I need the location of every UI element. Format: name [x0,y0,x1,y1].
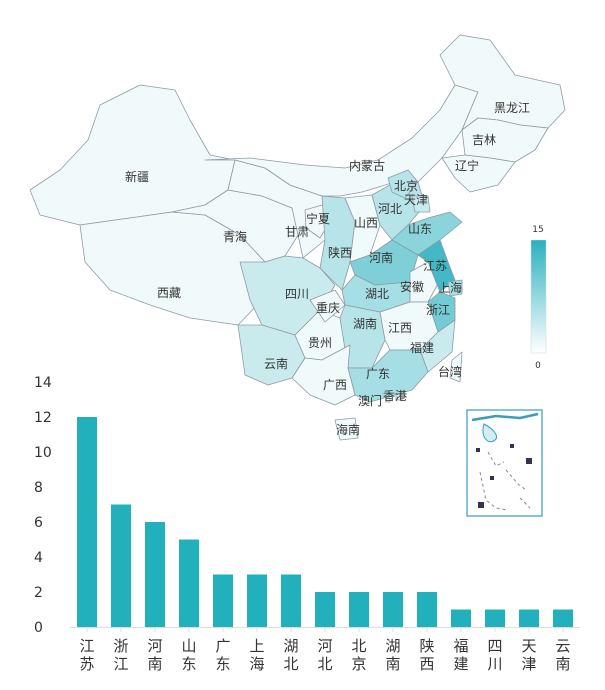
province-label-山西: 山西 [354,216,378,230]
y-tick-label: 14 [34,375,52,391]
province-广东 [347,349,429,403]
bar-chart: 0 2 4 6 8 10 12 14 江苏浙江河南山东广东上海湖北河北北京湖南陕西福建四川天津云… [34,375,580,673]
bar-湖南 [383,592,403,627]
visual-map-legend: 15 0 [530,225,547,371]
x-tick-label: 福建 [453,637,468,673]
province-海南 [334,417,359,441]
province-label-江苏: 江苏 [423,259,447,273]
province-label-香港: 香港 [383,389,407,403]
bar-浙江 [111,504,131,627]
province-四川 [239,255,336,336]
x-tick-label: 广东 [215,637,230,673]
province-label-山东: 山东 [408,222,432,236]
province-北京 [387,169,419,199]
province-label-吉林: 吉林 [472,133,496,147]
province-label-广西: 广西 [323,378,347,392]
bar-天津 [519,609,539,627]
province-label-四川: 四川 [285,287,309,301]
province-label-湖北: 湖北 [365,286,389,301]
south-china-sea-inset [466,409,543,517]
x-tick-label: 湖南 [385,637,400,673]
x-tick-label: 河南 [147,637,162,673]
province-label-浙江: 浙江 [426,303,450,317]
province-label-甘肃: 甘肃 [285,225,309,239]
x-tick-label: 江苏 [79,637,94,673]
province-台湾 [449,351,463,383]
province-label-河南: 河南 [369,250,393,265]
x-tick-label: 浙江 [113,637,128,673]
province-label-贵州: 贵州 [308,336,332,350]
province-label-河北: 河北 [378,202,402,216]
province-label-台湾: 台湾 [438,364,462,379]
province-label-宁夏: 宁夏 [306,211,330,226]
bar-山东 [179,539,199,627]
province-label-陕西: 陕西 [328,245,352,260]
bar-北京 [349,592,369,627]
province-广西 [291,344,356,406]
province-label-内蒙古: 内蒙古 [349,158,385,173]
province-澳门 [385,397,391,403]
x-tick-label: 四川 [487,637,502,673]
y-tick-label: 4 [34,550,43,566]
province-label-湖南: 湖南 [353,316,377,331]
province-新疆 [29,84,236,226]
province-label-天津: 天津 [404,193,428,207]
x-tick-label: 湖北 [283,637,298,673]
bar-河南 [145,522,165,627]
bar-福建 [451,609,471,627]
province-label-广东: 广东 [366,367,390,381]
province-label-上海: 上海 [438,280,462,295]
bar-河北 [315,592,335,627]
visual-map-min-label: 0 [535,361,541,371]
visual-map-max-label: 15 [532,225,543,235]
x-tick-label: 河北 [317,637,332,673]
province-香港 [395,393,403,401]
province-label-云南: 云南 [264,356,288,371]
bar-湖北 [281,574,301,627]
province-上海 [447,279,463,297]
y-tick-label: 8 [34,480,43,496]
y-tick-label: 2 [34,585,43,601]
y-tick-label: 10 [34,445,52,461]
province-label-重庆: 重庆 [316,301,340,315]
bar-四川 [485,609,505,627]
x-tick-label: 北京 [351,637,366,673]
province-label-江西: 江西 [388,321,412,335]
province-label-青海: 青海 [223,229,247,244]
province-label-西藏: 西藏 [157,286,181,300]
province-label-澳门: 澳门 [358,393,382,408]
province-label-新疆: 新疆 [125,169,149,184]
y-tick-label: 6 [34,515,43,531]
province-江苏 [417,239,456,293]
province-label-黑龙江: 黑龙江 [494,101,530,115]
province-label-福建: 福建 [410,340,434,355]
province-label-海南: 海南 [336,422,360,437]
bar-云南 [553,609,573,627]
province-label-安徽: 安徽 [400,279,424,294]
y-tick-label: 12 [34,410,52,426]
y-tick-label: 0 [34,620,43,636]
bar-江苏 [77,417,97,627]
x-tick-label: 上海 [249,637,264,673]
x-tick-label: 云南 [555,637,570,673]
province-label-北京: 北京 [394,179,418,193]
bar-上海 [247,574,267,627]
bar-广东 [213,574,233,627]
province-辽宁 [441,154,516,193]
x-tick-label: 山东 [181,637,196,673]
x-tick-label: 天津 [521,637,536,673]
province-label-辽宁: 辽宁 [455,158,479,173]
bar-陕西 [417,592,437,627]
x-tick-label: 陕西 [419,637,434,673]
province-天津 [411,195,431,213]
